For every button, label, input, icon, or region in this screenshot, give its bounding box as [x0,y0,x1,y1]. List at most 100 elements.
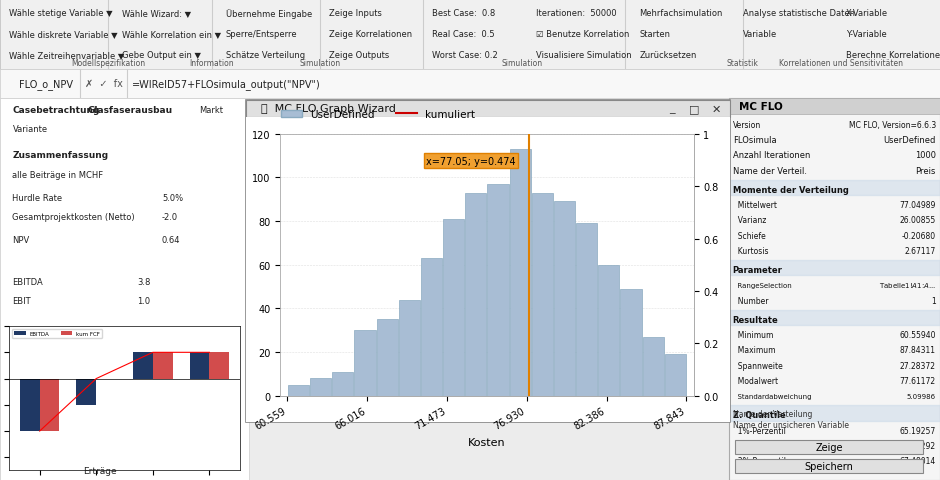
Text: 2%-Perzentil: 2%-Perzentil [733,441,786,450]
Legend: UserDefined, kumuliert: UserDefined, kumuliert [277,106,479,124]
kumuliert [659,136,670,142]
Text: Y-Variable: Y-Variable [846,30,886,39]
Text: Gesamtprojektkosten (Netto): Gesamtprojektkosten (Netto) [12,212,135,221]
Text: Number: Number [733,296,768,305]
Bar [665,355,686,396]
Text: Minimum: Minimum [733,331,773,339]
Bar [39,379,59,431]
Text: Zeige Inputs: Zeige Inputs [329,10,382,18]
Text: 5.09986: 5.09986 [907,393,936,399]
kumuliert [282,393,293,399]
Bar [465,193,487,396]
Text: Analyse statistische Daten: Analyse statistische Daten [743,10,854,18]
Text: Simulation: Simulation [299,59,340,68]
Text: 65.33: 65.33 [137,392,161,400]
Text: Preis: Preis [916,167,936,175]
kumuliert [415,358,426,364]
Bar [728,406,940,421]
Text: 20: 20 [925,105,936,114]
Bar [598,265,619,396]
Text: X-Variable: X-Variable [846,10,888,18]
Text: Real Case:  0.5: Real Case: 0.5 [432,30,495,39]
Text: Wähle Korrelation ein ▼: Wähle Korrelation ein ▼ [122,30,221,39]
Text: Zusammenfassung: Zusammenfassung [12,151,109,160]
kumuliert [681,132,692,137]
Text: Markt: Markt [199,105,224,114]
Text: Anzahl Säulen: Anzahl Säulen [733,105,792,114]
kumuliert [393,370,404,375]
Text: FLO_o_NPV: FLO_o_NPV [19,79,72,89]
Text: Hurdle Rate: Hurdle Rate [12,193,63,202]
Text: ✗  ✓  fx: ✗ ✓ fx [85,79,122,89]
Text: Name der unsicheren Variable: Name der unsicheren Variable [733,420,849,429]
Text: Simulation: Simulation [501,59,542,68]
Text: 67.48014: 67.48014 [900,456,936,466]
Text: NPV: NPV [12,235,30,244]
Text: 77.61172: 77.61172 [900,376,936,385]
Text: 65.19257: 65.19257 [900,426,936,435]
Text: EBIT: EBIT [12,296,31,305]
Text: 1%-Perzentil: 1%-Perzentil [733,426,786,435]
Text: Ertrag: Ertrag [12,430,39,439]
Text: Modalwert: Modalwert [733,376,778,385]
Text: Anzahl Iterationen: Anzahl Iterationen [733,151,810,160]
Text: =WIReID57+FLOsimula_output("NPV"): =WIReID57+FLOsimula_output("NPV") [132,79,321,89]
kumuliert [481,296,493,302]
Text: Information: Information [189,59,234,68]
kumuliert [592,172,603,178]
Text: ⛰  MC FLO Graph Wizard: ⛰ MC FLO Graph Wizard [260,104,396,114]
Text: _: _ [669,104,675,114]
Text: Schätze Verteilung: Schätze Verteilung [226,51,305,60]
Text: Momente der Verteilung: Momente der Verteilung [733,185,849,194]
kumuliert [437,342,448,348]
kumuliert [304,392,315,397]
Text: MC FLO: MC FLO [739,102,783,112]
Bar [310,379,331,396]
Bar [377,320,398,396]
Text: Glasfaserausbau: Glasfaserausbau [87,105,172,114]
Text: 27.28372: 27.28372 [900,361,936,370]
Text: Name der Verteil.: Name der Verteil. [733,167,807,175]
Text: UserDefined: UserDefined [884,136,936,145]
Text: 5.0%: 5.0% [162,193,183,202]
kumuliert [504,270,515,276]
Bar [153,353,173,379]
kumuliert [525,241,537,247]
Bar [288,385,309,396]
Bar [332,372,353,396]
Text: Payback (in Jahren): Payback (in Jahren) [12,353,94,362]
Text: 26.00855: 26.00855 [900,216,936,225]
Text: Parameter: Parameter [733,265,783,275]
Bar [487,184,509,396]
Text: Kurtosis: Kurtosis [733,247,768,255]
Text: Resultate: Resultate [733,315,778,324]
Text: Speichern: Speichern [805,461,854,471]
Text: Erträge: Erträge [83,466,117,475]
Bar [443,219,464,396]
Text: Wähle Zeitreihenvariable ▼: Wähle Zeitreihenvariable ▼ [9,51,125,60]
Text: Best Case:  0.8: Best Case: 0.8 [432,10,495,18]
kumuliert [570,193,581,199]
kumuliert [614,156,625,162]
Bar [532,193,553,396]
Text: 4.6: 4.6 [137,430,150,439]
Text: Variable: Variable [743,30,776,39]
Text: MC FLO, Version=6.6.3: MC FLO, Version=6.6.3 [849,120,936,130]
Text: Korrelationen und Sensitivitäten: Korrelationen und Sensitivitäten [779,59,903,68]
Text: Varianz: Varianz [733,216,766,225]
Text: ✕: ✕ [712,104,721,114]
Text: Zeige: Zeige [815,442,843,452]
kumuliert [370,379,382,384]
Text: 55.7%: 55.7% [137,334,164,343]
Text: 1.0: 1.0 [137,296,150,305]
Text: Gebe Output ein ▼: Gebe Output ein ▼ [122,51,201,60]
Text: Standardabweichung: Standardabweichung [733,393,811,399]
Text: 60.55940: 60.55940 [900,331,936,339]
Text: 77.04989: 77.04989 [900,201,936,210]
X-axis label: Kosten: Kosten [468,437,506,447]
Text: 0.64: 0.64 [162,235,180,244]
Text: Variante: Variante [12,124,48,133]
Bar [509,150,531,396]
Text: Zeige Korrelationen: Zeige Korrelationen [329,30,412,39]
Text: Schiefe: Schiefe [733,231,765,240]
